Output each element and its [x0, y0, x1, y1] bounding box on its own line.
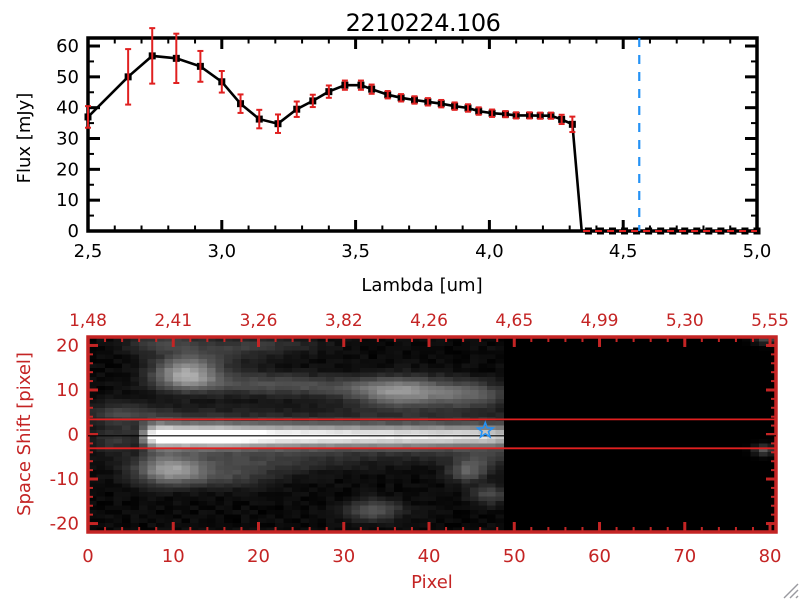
bottom-x-tick-label: 70 [673, 546, 696, 567]
wavelength-tick-label: 1,48 [69, 311, 107, 331]
wavelength-tick-label: 4,65 [495, 311, 533, 331]
spectrum-line [87, 54, 757, 233]
image-overlays [88, 418, 776, 450]
wavelength-tick-label: 5,30 [666, 311, 704, 331]
bottom-x-tick-label: 80 [759, 546, 782, 567]
bottom-x-tick-label: 40 [418, 546, 441, 567]
wavelength-tick-label: 2,41 [154, 311, 192, 331]
top-x-tick-label: 5,0 [743, 241, 772, 262]
top-y-tick-label: 10 [56, 190, 79, 211]
bottom-y-tick-label: 20 [56, 335, 79, 356]
bottom-x-tick-label: 50 [503, 546, 526, 567]
wavelength-tick-label: 5,55 [751, 311, 789, 331]
bottom-x-tick-label: 0 [82, 546, 93, 567]
bottom-y-tick-label: 10 [56, 380, 79, 401]
top-y-tick-label: 0 [68, 221, 79, 242]
bottom-yaxis-label: Space Shift [pixel] [14, 352, 35, 516]
top-x-tick-label: 3,0 [207, 241, 236, 262]
top-y-tick-label: 30 [56, 129, 79, 150]
wavelength-tick-label: 3,82 [325, 311, 363, 331]
bottom-y-tick-label: 0 [68, 425, 79, 446]
bottom-x-tick-label: 30 [332, 546, 355, 567]
bottom-x-tick-label: 60 [588, 546, 611, 567]
top-x-tick-label: 2,5 [74, 241, 103, 262]
top-x-tick-label: 4,5 [609, 241, 638, 262]
bottom-xaxis-label: Pixel [411, 572, 453, 593]
top-x-tick-label: 4,0 [475, 241, 504, 262]
top-plot-frame [86, 36, 759, 233]
bottom-y-tick-label: -20 [50, 514, 79, 535]
bottom-plot-axes: 0 10 20 30 40 50 60 70 80 -20 -10 0 10 20 1,48 2,41 3,26… [50, 311, 789, 567]
top-x-tick-label: 3,5 [341, 241, 370, 262]
top-y-tick-label: 40 [56, 98, 79, 119]
top-yaxis-label: Flux [mJy] [14, 93, 35, 184]
top-xaxis-label: Lambda [um] [361, 275, 482, 296]
top-y-tick-label: 20 [56, 159, 79, 180]
wavelength-tick-label: 3,26 [240, 311, 278, 331]
wavelength-tick-label: 4,99 [581, 311, 619, 331]
resize-grip[interactable] [780, 580, 800, 600]
spectrum-series [84, 27, 761, 235]
top-y-tick-label: 50 [56, 67, 79, 88]
page-title: 2210224.106 [346, 9, 501, 37]
wavelength-tick-label: 4,26 [410, 311, 448, 331]
bottom-plot-frame [86, 335, 778, 534]
bottom-x-tick-label: 10 [162, 546, 185, 567]
bottom-y-tick-label: -10 [50, 469, 79, 490]
top-y-tick-label: 60 [56, 36, 79, 57]
top-plot-axes: 2,5 3,0 3,5 4,0 4,5 5,0 0 10 20 30 40 50 60 [56, 36, 771, 262]
star-marker-icon [475, 420, 496, 439]
bottom-x-tick-label: 20 [247, 546, 270, 567]
spectral-image-canvas [88, 337, 776, 532]
